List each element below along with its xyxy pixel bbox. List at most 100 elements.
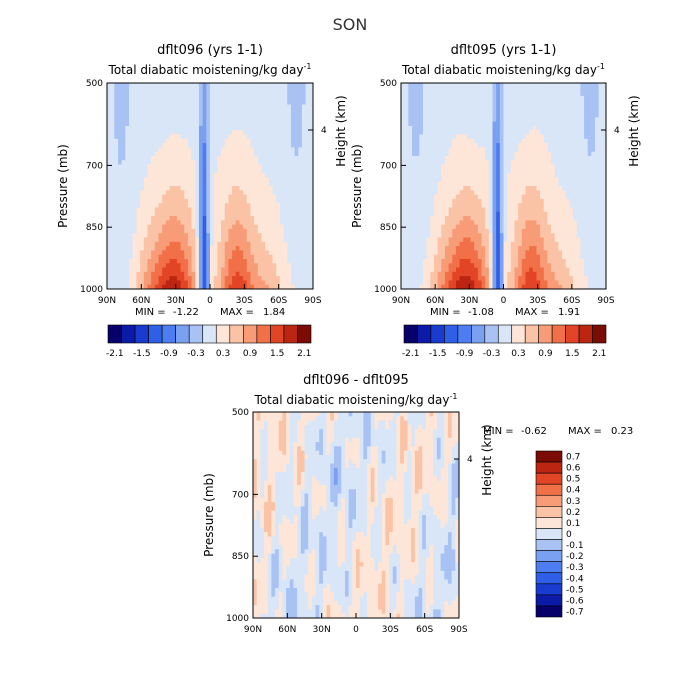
heatmap-cell bbox=[250, 83, 255, 88]
heatmap-cell bbox=[510, 130, 515, 135]
heatmap-cell bbox=[444, 254, 449, 260]
heatmap-cell bbox=[426, 228, 431, 234]
heatmap-cell bbox=[287, 95, 292, 101]
heatmap-cell bbox=[309, 267, 314, 273]
heatmap-cell bbox=[463, 220, 468, 226]
heatmap-cell bbox=[132, 95, 137, 101]
heatmap-cell bbox=[180, 250, 185, 256]
heatmap-cell bbox=[136, 164, 141, 170]
heatmap-cell bbox=[224, 203, 229, 208]
heatmap-cell bbox=[404, 216, 409, 221]
heatmap-cell bbox=[540, 228, 545, 234]
heatmap-cell bbox=[125, 168, 130, 174]
heatmap-cell bbox=[202, 258, 207, 264]
heatmap-cell bbox=[401, 173, 406, 178]
heatmap-cell bbox=[411, 147, 417, 153]
heatmap-cell bbox=[547, 263, 552, 268]
heatmap-cell bbox=[455, 276, 460, 281]
heatmap-cell bbox=[309, 173, 314, 178]
heatmap-cell bbox=[426, 203, 431, 208]
heatmap-cell bbox=[107, 113, 112, 118]
heatmap-cell bbox=[129, 164, 134, 170]
heatmap-cell bbox=[459, 143, 464, 148]
heatmap-cell bbox=[213, 87, 218, 92]
heatmap-cell bbox=[463, 108, 468, 114]
heatmap-cell bbox=[246, 83, 251, 88]
heatmap-cell bbox=[243, 100, 248, 105]
heatmap-cell bbox=[444, 151, 449, 157]
heatmap-cell bbox=[154, 117, 159, 123]
heatmap-cell bbox=[140, 130, 145, 135]
heatmap-cell bbox=[558, 100, 563, 105]
heatmap-cell bbox=[246, 104, 251, 110]
heatmap-cell bbox=[510, 100, 515, 105]
heatmap-cell bbox=[287, 100, 292, 105]
heatmap-cell bbox=[221, 220, 226, 226]
heatmap-cell bbox=[121, 138, 126, 144]
heatmap-cell bbox=[452, 241, 457, 247]
heatmap-cell bbox=[173, 117, 178, 123]
heatmap-cell bbox=[283, 113, 288, 118]
heatmap-cell bbox=[496, 87, 501, 92]
heatmap-cell bbox=[110, 164, 115, 170]
heatmap-cell bbox=[419, 151, 424, 157]
heatmap-cell bbox=[162, 280, 167, 286]
heatmap-cell bbox=[187, 91, 193, 97]
x-tick-label: 0 bbox=[207, 296, 213, 306]
heatmap-cell bbox=[198, 254, 204, 260]
heatmap-cell bbox=[129, 181, 134, 187]
heatmap-cell bbox=[125, 203, 130, 208]
heatmap-cell bbox=[224, 155, 229, 161]
heatmap-cell bbox=[125, 190, 130, 195]
heatmap-cell bbox=[173, 224, 178, 230]
heatmap-cell bbox=[265, 95, 270, 101]
heatmap-cell bbox=[195, 263, 200, 268]
heatmap-cell bbox=[470, 95, 475, 101]
heatmap-cell bbox=[455, 237, 460, 243]
heatmap-cell bbox=[551, 155, 556, 161]
heatmap-cell bbox=[411, 198, 417, 204]
heatmap-cell bbox=[290, 138, 296, 144]
heatmap-cell bbox=[243, 177, 248, 183]
heatmap-cell bbox=[499, 91, 504, 97]
heatmap-cell bbox=[459, 228, 464, 234]
heatmap-cell bbox=[437, 100, 442, 105]
heatmap-cell bbox=[463, 211, 468, 217]
heatmap-cell bbox=[470, 198, 475, 204]
heatmap-cell bbox=[514, 125, 519, 131]
heatmap-cell bbox=[532, 160, 537, 165]
heatmap-cell bbox=[180, 263, 185, 268]
heatmap-cell bbox=[283, 108, 288, 114]
heatmap-cell bbox=[499, 138, 504, 144]
heatmap-cell bbox=[162, 276, 167, 281]
heatmap-cell bbox=[154, 151, 159, 157]
heatmap-cell bbox=[569, 130, 574, 135]
panel-title: dflt095 (yrs 1-1) bbox=[451, 43, 557, 58]
heatmap-cell bbox=[294, 207, 299, 213]
heatmap-cell bbox=[147, 87, 152, 92]
heatmap-cell bbox=[243, 263, 248, 268]
heatmap-cell bbox=[217, 143, 222, 148]
heatmap-cell bbox=[243, 181, 248, 187]
heatmap-cell bbox=[401, 130, 406, 135]
heatmap-cell bbox=[151, 125, 156, 131]
heatmap-cell bbox=[173, 181, 178, 187]
heatmap-cell bbox=[272, 263, 277, 268]
heatmap-cell bbox=[554, 190, 559, 195]
heatmap-cell bbox=[565, 220, 570, 226]
heatmap-cell bbox=[422, 147, 428, 153]
heatmap-cell bbox=[562, 147, 567, 153]
heatmap-cell bbox=[466, 194, 471, 200]
heatmap-cell bbox=[272, 186, 277, 191]
heatmap-cell bbox=[287, 113, 292, 118]
heatmap-cell bbox=[279, 284, 284, 290]
heatmap-cell bbox=[433, 125, 439, 131]
heatmap-cell bbox=[151, 95, 156, 101]
heatmap-cell bbox=[287, 241, 292, 247]
heatmap-cell bbox=[187, 160, 193, 165]
heatmap-cell bbox=[162, 113, 167, 118]
heatmap-cell bbox=[261, 95, 266, 101]
heatmap-cell bbox=[246, 143, 251, 148]
heatmap-cell bbox=[276, 254, 281, 260]
heatmap-cell bbox=[213, 276, 218, 281]
